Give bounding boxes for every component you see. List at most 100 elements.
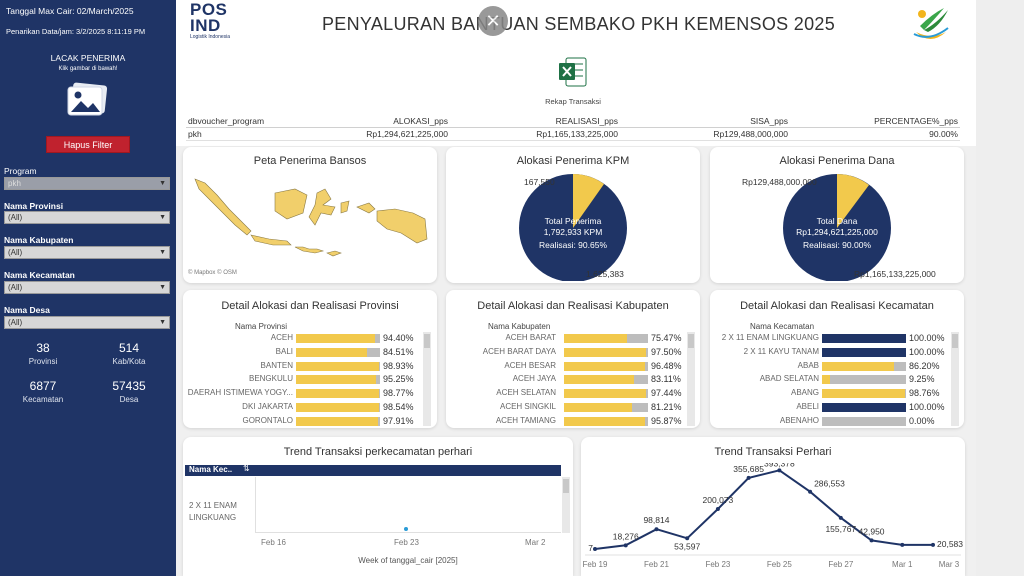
bar-row[interactable]: ABAD SELATAN 9.25% (710, 374, 964, 385)
scroll-thumb[interactable] (424, 334, 430, 348)
data-label: 155,767 (825, 524, 856, 534)
summary-header-percentage: PERCENTAGE%_pps (874, 116, 958, 126)
kpm-card: Alokasi Penerima KPM 167,550 1,625,383 T… (446, 147, 700, 283)
bar-fill (822, 403, 906, 412)
bar-label: ABENAHO (779, 415, 819, 425)
filter-desa-select[interactable]: (All) ▼ (4, 316, 170, 329)
trend-kecamatan-x-title: Week of tanggal_cair [2025] (358, 556, 458, 565)
bar-row[interactable]: GORONTALO 97.91% (183, 416, 437, 427)
bar-label: ABAD SELATAN (759, 374, 819, 384)
bar-row[interactable]: DKI JAKARTA 98.54% (183, 402, 437, 413)
summary-cell-sisa: Rp129,488,000,000 (713, 129, 788, 139)
bar-row[interactable]: 2 X 11 ENAM LINGKUANG 100.00% (710, 333, 964, 344)
kpm-center-line3: Realisasi: 90.65% (538, 240, 608, 250)
bar-row[interactable]: ABAB 86.20% (710, 361, 964, 372)
bar-background (296, 389, 380, 399)
bar-row[interactable]: ACEH SELATAN 97.44% (446, 388, 700, 399)
data-label: 53,597 (674, 541, 700, 551)
map-card-title: Peta Penerima Bansos (253, 155, 367, 167)
filter-provinsi-select[interactable]: (All) ▼ (4, 211, 170, 224)
chevron-down-icon: ▼ (159, 319, 166, 326)
dana-card: Alokasi Penerima Dana Rp129,488,000,000 … (710, 147, 964, 283)
trend-kecamatan-x-tick-1: Feb 16 (261, 538, 286, 547)
data-label: 355,685 (733, 464, 764, 474)
dana-pie-chart[interactable] (710, 171, 964, 281)
scroll-thumb[interactable] (688, 334, 694, 348)
kecamatan-scrollbar[interactable] (951, 332, 959, 426)
bar-row[interactable]: BENGKULU 95.25% (183, 374, 437, 385)
bar-value-label: 84.51% (383, 346, 414, 357)
sidebar: Tanggal Max Cair: 02/March/2025 Penarika… (0, 0, 176, 576)
bar-fill (296, 375, 376, 385)
bar-background (822, 389, 906, 399)
bar-row[interactable]: ACEH BARAT 75.47% (446, 333, 700, 344)
filter-kecamatan-select[interactable]: (All) ▼ (4, 281, 170, 294)
bar-row[interactable]: ACEH BESAR 96.48% (446, 361, 700, 372)
kabupaten-scrollbar[interactable] (687, 332, 695, 426)
data-point[interactable] (931, 542, 935, 547)
excel-caption: Rekap Transaksi (545, 97, 601, 106)
data-label: 98,814 (643, 515, 669, 525)
data-point[interactable] (685, 536, 690, 541)
x-tick-label: Mar 3 (939, 560, 960, 569)
map-attribution: © Mapbox © OSM (188, 270, 237, 276)
excel-icon[interactable] (558, 56, 588, 88)
data-point[interactable] (808, 489, 813, 494)
sort-icon[interactable]: ⇅ (243, 464, 250, 473)
dana-label-large: Rp1,165,133,225,000 (854, 269, 936, 279)
filter-kabupaten-select[interactable]: (All) ▼ (4, 246, 170, 259)
data-point[interactable] (746, 475, 751, 480)
chevron-down-icon: ▼ (159, 180, 166, 187)
bar-label: ACEH SELATAN (496, 388, 556, 398)
bar-value-label: 97.50% (651, 346, 682, 357)
chevron-down-icon: ▼ (159, 214, 166, 221)
data-point[interactable] (593, 546, 597, 551)
scroll-thumb[interactable] (563, 479, 569, 493)
data-point[interactable] (654, 527, 659, 532)
bar-row[interactable]: ABANG 98.76% (710, 388, 964, 399)
stat-kabkota-label: Kab/Kota (112, 357, 146, 366)
bar-row[interactable]: ACEH 94.40% (183, 333, 437, 344)
trend-perhari-line-chart[interactable]: 7 18,276 98,814 53,597 200,073 355,685393,378… (581, 463, 965, 575)
data-point[interactable] (715, 506, 720, 511)
data-point[interactable] (623, 543, 628, 548)
bar-row[interactable]: 2 X 11 KAYU TANAM 100.00% (710, 347, 964, 358)
clear-filter-button[interactable]: Hapus Filter (46, 136, 130, 153)
bar-label: ACEH BESAR (504, 360, 556, 370)
bar-row[interactable]: ACEH SINGKIL 81.21% (446, 402, 700, 413)
bar-fill (296, 389, 379, 399)
data-point[interactable] (869, 538, 874, 543)
bar-row[interactable]: ABELI 100.00% (710, 402, 964, 413)
trend-kecamatan-x-tick-2: Feb 23 (394, 538, 419, 547)
trend-kecamatan-row-label-2: LINGKUANG (189, 513, 237, 522)
trend-kecamatan-scrollbar[interactable] (562, 477, 570, 533)
data-point[interactable] (838, 515, 843, 520)
indonesia-map[interactable] (191, 173, 431, 263)
data-point[interactable] (900, 542, 905, 547)
bar-fill (296, 334, 376, 343)
trend-kecamatan-point[interactable] (404, 527, 408, 531)
provinsi-scrollbar[interactable] (423, 332, 431, 426)
close-icon[interactable]: ✕ (478, 6, 508, 36)
scroll-thumb[interactable] (952, 334, 958, 348)
bar-row[interactable]: ABENAHO 0.00% (710, 416, 964, 427)
bar-label: GORONTALO (242, 415, 293, 425)
bar-row[interactable]: ACEH JAYA 83.11% (446, 374, 700, 385)
stat-provinsi-value: 38 (36, 341, 50, 355)
kpm-pie-chart[interactable] (446, 171, 700, 281)
image-icon[interactable] (66, 82, 110, 118)
bar-value-label: 95.87% (651, 415, 682, 426)
bar-row[interactable]: BALI 84.51% (183, 347, 437, 358)
x-tick-label: Feb 21 (644, 560, 669, 569)
filter-program-select[interactable]: pkh ▼ (4, 177, 170, 190)
summary-cell-realisasi: Rp1,165,133,225,000 (536, 129, 618, 139)
bar-row[interactable]: ACEH TAMIANG 95.87% (446, 416, 700, 427)
filter-kabupaten-label: Nama Kabupaten (4, 235, 74, 245)
dana-center-line3: Realisasi: 90.00% (802, 240, 872, 250)
bar-row[interactable]: ACEH BARAT DAYA 97.50% (446, 347, 700, 358)
bar-row[interactable]: BANTEN 98.93% (183, 361, 437, 372)
posind-logo: POS IND Logistik Indonesia (190, 1, 260, 46)
bar-row[interactable]: DAERAH ISTIMEWA YOGY... 98.77% (183, 388, 437, 399)
data-point[interactable] (777, 468, 782, 473)
track-title: LACAK PENERIMA (50, 53, 126, 63)
